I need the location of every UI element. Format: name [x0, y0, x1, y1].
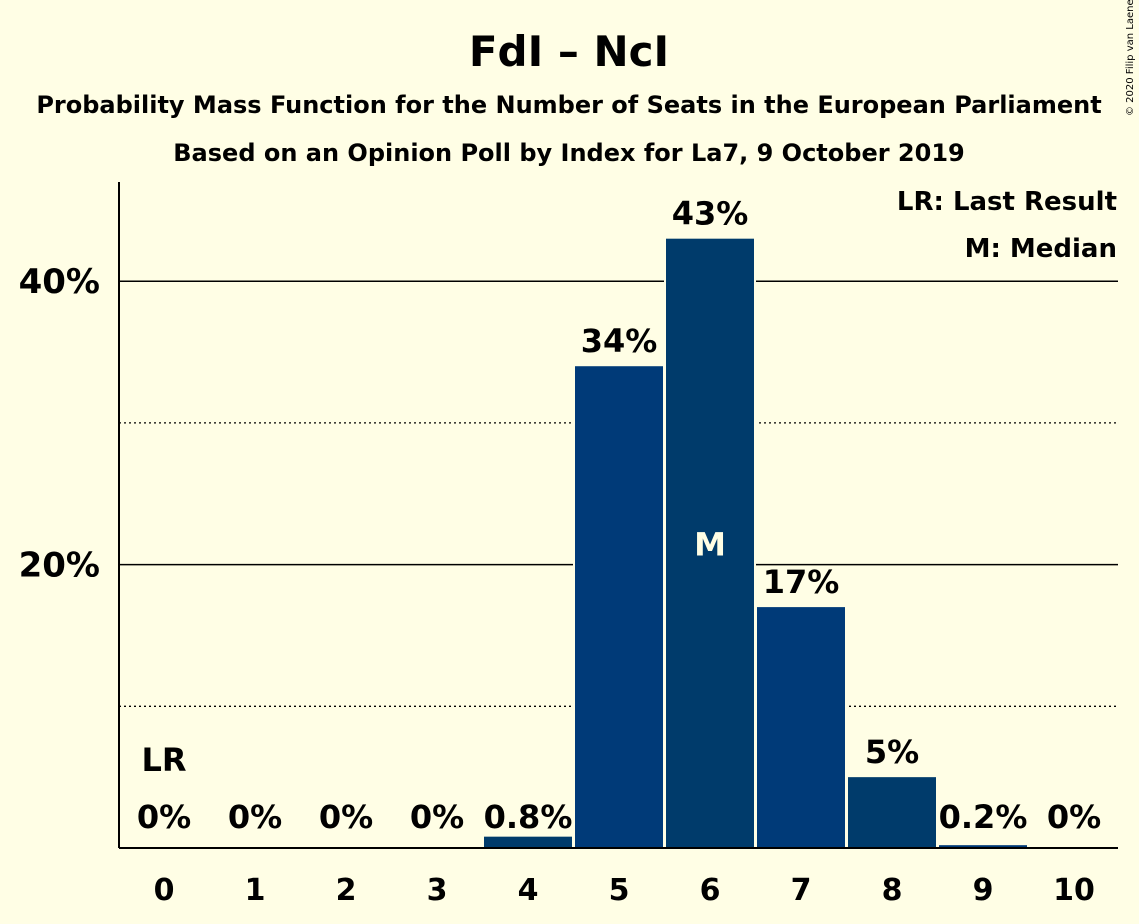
bar-seat-7: [757, 607, 845, 848]
last-result-marker: LR: [141, 741, 186, 779]
x-tick-label: 0: [154, 873, 175, 908]
bars: [482, 236, 1029, 848]
copyright-note: © 2020 Filip van Laenen: [1125, 0, 1136, 116]
bar-seat-5: [575, 366, 663, 848]
data-label: 0%: [228, 798, 282, 836]
data-label: 43%: [672, 195, 749, 233]
chart-title: FdI – NcI: [469, 27, 669, 76]
data-label: 0%: [410, 798, 464, 836]
data-label: 0.2%: [939, 798, 1028, 836]
data-label: 5%: [865, 733, 919, 771]
x-tick-label: 3: [427, 873, 448, 908]
data-label: 0%: [319, 798, 373, 836]
x-tick-label: 9: [973, 873, 994, 908]
x-tick-labels: 0 1 2 3 4 5 6 7 8 9 10: [154, 873, 1095, 908]
data-label: 0%: [137, 798, 191, 836]
x-tick-label: 10: [1053, 873, 1095, 908]
markers: LR M: [141, 525, 725, 779]
x-tick-label: 2: [336, 873, 357, 908]
x-tick-label: 5: [609, 873, 630, 908]
chart-subtitle-1: Probability Mass Function for the Number…: [36, 91, 1101, 119]
y-tick-labels: 20% 40%: [19, 262, 100, 585]
chart-subtitle-2: Based on an Opinion Poll by Index for La…: [173, 139, 964, 167]
legend-median: M: Median: [965, 234, 1117, 264]
data-label: 0%: [1047, 798, 1101, 836]
y-tick-label: 20%: [19, 546, 100, 586]
data-label: 17%: [763, 563, 840, 601]
bar-seat-8: [848, 777, 936, 848]
bar-seat-4: [484, 836, 572, 848]
data-labels: 0% 0% 0% 0% 0.8% 34% 43% 17% 5% 0.2% 0%: [137, 195, 1101, 836]
x-tick-label: 1: [245, 873, 266, 908]
x-tick-label: 4: [518, 873, 539, 908]
y-tick-label: 40%: [19, 262, 100, 302]
x-tick-label: 7: [791, 873, 812, 908]
data-label: 0.8%: [484, 798, 573, 836]
median-marker: M: [694, 525, 726, 563]
bar-seat-6: [666, 238, 754, 848]
x-tick-label: 8: [882, 873, 903, 908]
data-label: 34%: [581, 322, 658, 360]
legend-last-result: LR: Last Result: [897, 187, 1117, 217]
x-tick-label: 6: [700, 873, 721, 908]
bar-seat-9: [939, 845, 1027, 848]
